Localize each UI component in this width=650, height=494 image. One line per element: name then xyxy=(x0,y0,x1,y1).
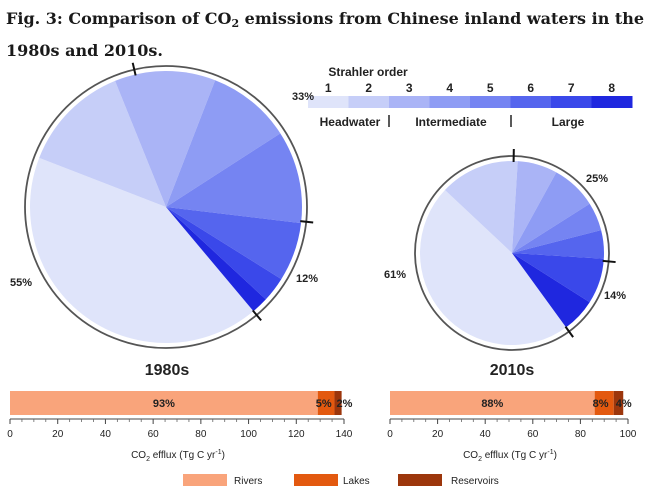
x-tick-label: 0 xyxy=(7,429,13,440)
x-tick-label: 40 xyxy=(100,429,112,440)
pie-label-large-1980s: 33% xyxy=(292,91,314,103)
x-tick-label: 80 xyxy=(575,429,587,440)
legend-title: Strahler order xyxy=(328,65,408,79)
bar-segment-rivers xyxy=(10,391,318,415)
pie-slice-order-2 xyxy=(444,161,518,253)
bar-segment-lakes xyxy=(317,391,335,415)
pie-slice-order-1 xyxy=(30,157,254,344)
legend-order-number: 6 xyxy=(527,81,534,95)
legend-swatch-lakes xyxy=(294,474,338,486)
bar-label-rivers: 88% xyxy=(481,398,503,410)
bar-segment-reservoirs xyxy=(613,391,624,415)
pie-label-large-2010s: 25% xyxy=(586,173,608,185)
pie-slice-order-7 xyxy=(166,207,282,300)
pie-outer-ring xyxy=(414,155,610,351)
x-tick-label: 80 xyxy=(195,429,207,440)
legend-swatch-order-1 xyxy=(308,96,349,108)
x-tick-label: 0 xyxy=(387,429,393,440)
x-axis-label-1980s: CO2 efflux (Tg C yr-1) xyxy=(131,449,225,463)
bar-segment-rivers xyxy=(390,391,595,415)
legend-order-number: 5 xyxy=(487,81,494,95)
bar-label-reservoirs: 2% xyxy=(336,398,352,410)
legend-label-rivers: Rivers xyxy=(234,476,262,487)
x-tick-label: 40 xyxy=(480,429,492,440)
pie-slice-order-1 xyxy=(420,190,567,346)
pie-group-tick xyxy=(252,309,262,322)
x-tick-label: 20 xyxy=(432,429,444,440)
legend-swatch-order-7 xyxy=(551,96,592,108)
pie-title-2010s: 2010s xyxy=(490,362,535,379)
pie-label-headwater-2010s: 14% xyxy=(604,290,626,302)
pie-label-intermediate-1980s: 55% xyxy=(10,277,32,289)
legend-order-number: 2 xyxy=(365,81,372,95)
pie-group-tick xyxy=(564,326,574,338)
x-tick-label: 100 xyxy=(240,429,257,440)
pie-slice-order-7 xyxy=(512,253,604,303)
legend-swatch-rivers xyxy=(183,474,227,486)
pie-label-intermediate-2010s: 61% xyxy=(384,269,406,281)
legend-swatch-order-6 xyxy=(510,96,552,108)
pie-slice-order-8 xyxy=(166,207,266,312)
pie-slice-order-3 xyxy=(512,161,557,253)
legend-order-number: 7 xyxy=(568,81,575,95)
legend-group-headwater: Headwater xyxy=(320,115,381,129)
pie-slice-order-6 xyxy=(166,207,302,280)
legend-order-number: 4 xyxy=(446,81,453,95)
legend-order-number: 8 xyxy=(608,81,615,95)
legend-label-reservoirs: Reservoirs xyxy=(451,476,499,487)
legend-group-intermediate: Intermediate xyxy=(415,115,487,129)
pie-group-tick xyxy=(131,62,137,76)
legend-swatch-order-5 xyxy=(470,96,511,108)
pie-chart-2010s xyxy=(414,148,616,351)
pie-group-tick xyxy=(300,220,314,224)
pie-group-tick xyxy=(602,259,616,264)
bar-label-rivers: 93% xyxy=(153,398,175,410)
pie-chart-1980s xyxy=(24,62,314,349)
x-tick-label: 60 xyxy=(148,429,160,440)
x-tick-label: 20 xyxy=(52,429,64,440)
figure-title: Fig. 3: Comparison of CO2 emissions from… xyxy=(6,9,645,60)
pie-outer-ring xyxy=(24,65,308,349)
pie-title-1980s: 1980s xyxy=(145,362,190,379)
pie-label-headwater-1980s: 12% xyxy=(296,273,318,285)
strahler-legend: Strahler order 1 2 3 4 5 6 7 8 Headwater Interm… xyxy=(308,65,633,129)
legend-swatch-order-4 xyxy=(429,96,471,108)
bar-segment-lakes xyxy=(594,391,614,415)
bar-label-lakes: 5% xyxy=(316,398,332,410)
x-tick-label: 120 xyxy=(288,429,305,440)
legend-order-number: 1 xyxy=(325,81,332,95)
pie-slice-order-4 xyxy=(512,172,590,253)
pie-slice-order-4 xyxy=(166,80,281,207)
pie-slice-order-5 xyxy=(512,203,602,253)
x-axis-label-2010s: CO2 efflux (Tg C yr-1) xyxy=(463,449,557,463)
x-tick-label: 140 xyxy=(336,429,353,440)
legend-swatch-order-8 xyxy=(591,96,633,108)
bar-segment-reservoirs xyxy=(334,391,342,415)
pie-slice-order-3 xyxy=(115,70,216,207)
legend-swatch-reservoirs xyxy=(398,474,442,486)
pie-slice-order-5 xyxy=(166,133,302,224)
x-tick-label: 100 xyxy=(620,429,637,440)
x-tick-label: 60 xyxy=(527,429,539,440)
pie-slice-order-6 xyxy=(512,230,605,259)
bar-label-lakes: 8% xyxy=(593,398,609,410)
legend-group-large: Large xyxy=(552,115,585,129)
bar-chart-1980s: 93% 5% 2% 0 20 40 60 80 100 120 140 xyxy=(7,391,353,440)
legend-swatch-order-3 xyxy=(389,96,430,108)
legend-swatch-order-2 xyxy=(348,96,390,108)
bar-label-reservoirs: 4% xyxy=(616,398,632,410)
bar-chart-2010s: 88% 8% 4% 0 20 40 60 80 100 xyxy=(387,391,637,440)
pie-slice-order-2 xyxy=(39,80,166,207)
legend-label-lakes: Lakes xyxy=(343,476,370,487)
legend-order-number: 3 xyxy=(406,81,413,95)
bar-legend: Rivers Lakes Reservoirs xyxy=(183,474,499,487)
pie-slice-order-8 xyxy=(512,253,590,328)
